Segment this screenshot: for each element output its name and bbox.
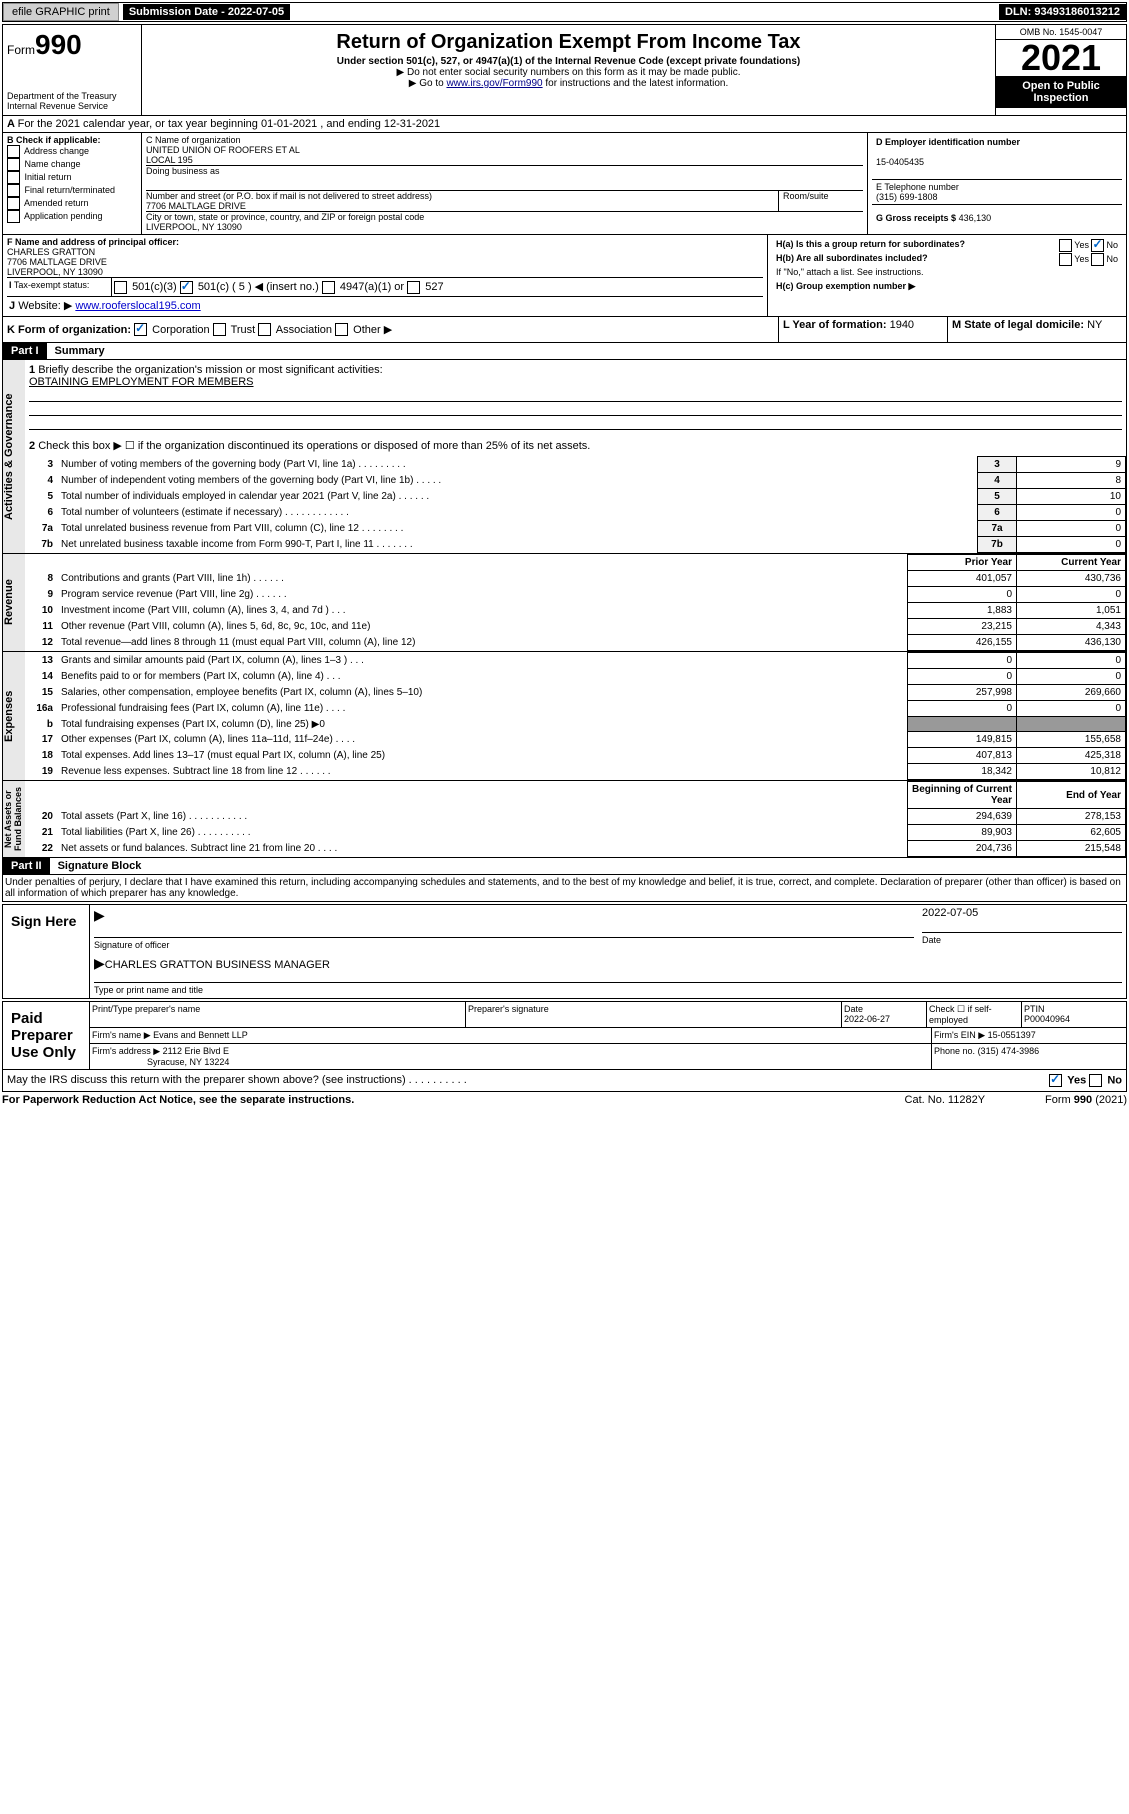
- year-formation: 1940: [890, 319, 914, 331]
- city-lbl: City or town, state or province, country…: [146, 212, 424, 222]
- efile-btn[interactable]: efile GRAPHIC print: [3, 3, 119, 21]
- b-label: B Check if applicable:: [7, 135, 137, 145]
- side-revenue: Revenue: [3, 554, 25, 651]
- topbar: efile GRAPHIC print Submission Date - 20…: [2, 2, 1127, 22]
- org-name: UNITED UNION OF ROOFERS ET AL LOCAL 195: [146, 145, 300, 165]
- street: 7706 MALTLAGE DRIVE: [146, 201, 246, 211]
- dept: Department of the Treasury Internal Reve…: [7, 91, 137, 111]
- c-name-lbl: C Name of organization: [146, 135, 241, 145]
- prep-date: 2022-06-27: [844, 1014, 890, 1024]
- b-opt[interactable]: [7, 158, 20, 171]
- b-opt[interactable]: [7, 184, 20, 197]
- tax-year: 2021: [996, 40, 1126, 76]
- phone: (315) 699-1808: [876, 192, 938, 202]
- b-opt[interactable]: [7, 197, 20, 210]
- hb-yes[interactable]: [1059, 253, 1072, 266]
- hb-note: If "No," attach a list. See instructions…: [772, 265, 1122, 279]
- k-other[interactable]: [335, 323, 348, 336]
- d-lbl: D Employer identification number: [876, 137, 1020, 147]
- chk-4947[interactable]: [322, 281, 335, 294]
- part1-hdr: Part I: [3, 343, 47, 359]
- ha-no[interactable]: [1091, 239, 1104, 252]
- pra-notice: For Paperwork Reduction Act Notice, see …: [2, 1094, 905, 1106]
- ha-yes[interactable]: [1059, 239, 1072, 252]
- side-expenses: Expenses: [3, 652, 25, 780]
- form-header: Form990 Department of the Treasury Inter…: [2, 24, 1127, 116]
- gross-receipts: 436,130: [959, 213, 992, 223]
- officer-name: CHARLES GRATTON: [7, 247, 95, 257]
- note-ssn: ▶ Do not enter social security numbers o…: [146, 67, 991, 78]
- open-inspection: Open to Public Inspection: [996, 76, 1126, 108]
- k-trust[interactable]: [213, 323, 226, 336]
- discuss-yes[interactable]: [1049, 1074, 1062, 1087]
- paid-preparer: Paid Preparer Use Only: [3, 1002, 90, 1069]
- firm-name: Evans and Bennett LLP: [153, 1030, 248, 1040]
- k-assoc[interactable]: [258, 323, 271, 336]
- part2-hdr: Part II: [3, 858, 50, 874]
- e-lbl: E Telephone number: [876, 182, 959, 192]
- dba-lbl: Doing business as: [146, 166, 220, 176]
- side-governance: Activities & Governance: [3, 360, 25, 553]
- form-title: Return of Organization Exempt From Incom…: [146, 31, 991, 54]
- officer-addr1: 7706 MALTLAGE DRIVE: [7, 257, 107, 267]
- chk-501c[interactable]: [180, 281, 193, 294]
- form-subtitle: Under section 501(c), 527, or 4947(a)(1)…: [146, 56, 991, 67]
- mission: OBTAINING EMPLOYMENT FOR MEMBERS: [29, 376, 254, 388]
- hc-lbl: H(c) Group exemption number ▶: [776, 281, 915, 291]
- ptin: P00040964: [1024, 1014, 1070, 1024]
- firm-ein: 15-0551397: [988, 1030, 1036, 1040]
- side-netassets: Net Assets or Fund Balances: [3, 781, 25, 857]
- firm-addr: 2112 Erie Blvd E: [163, 1046, 229, 1056]
- firm-phone: (315) 474-3986: [978, 1046, 1040, 1056]
- irs-link[interactable]: www.irs.gov/Form990: [446, 78, 542, 89]
- officer-addr2: LIVERPOOL, NY 13090: [7, 267, 103, 277]
- chk-527[interactable]: [407, 281, 420, 294]
- discuss-no[interactable]: [1089, 1074, 1102, 1087]
- discuss-q: May the IRS discuss this return with the…: [7, 1074, 1049, 1087]
- ha-lbl: H(a) Is this a group return for subordin…: [776, 239, 965, 249]
- note-link: ▶ Go to www.irs.gov/Form990 for instruct…: [146, 78, 991, 89]
- ein: 15-0405435: [876, 157, 924, 167]
- b-opt[interactable]: [7, 171, 20, 184]
- part2-title: Signature Block: [50, 858, 150, 874]
- street-lbl: Number and street (or P.O. box if mail i…: [146, 191, 432, 201]
- part1-title: Summary: [47, 343, 113, 359]
- room-lbl: Room/suite: [778, 191, 863, 211]
- form-number: Form990: [7, 29, 137, 61]
- g-lbl: G Gross receipts $: [876, 213, 956, 223]
- k-corp[interactable]: [134, 323, 147, 336]
- state-domicile: NY: [1087, 319, 1102, 331]
- signer-name: CHARLES GRATTON BUSINESS MANAGER: [105, 959, 330, 971]
- f-lbl: F Name and address of principal officer:: [7, 237, 179, 247]
- hb-no[interactable]: [1091, 253, 1104, 266]
- sign-here: Sign Here: [3, 905, 90, 998]
- b-opt[interactable]: [7, 145, 20, 158]
- line-a: A For the 2021 calendar year, or tax yea…: [3, 116, 1126, 132]
- b-opt[interactable]: [7, 210, 20, 223]
- submission-date: Submission Date - 2022-07-05: [123, 4, 290, 20]
- city: LIVERPOOL, NY 13090: [146, 222, 242, 232]
- website[interactable]: www.rooferslocal195.com: [75, 300, 200, 312]
- dln: DLN: 93493186013212: [999, 4, 1126, 20]
- sign-date: 2022-07-05: [922, 907, 978, 919]
- hb-lbl: H(b) Are all subordinates included?: [776, 253, 928, 263]
- declaration: Under penalties of perjury, I declare th…: [2, 875, 1127, 902]
- cat-no: Cat. No. 11282Y: [905, 1094, 986, 1106]
- chk-501c3[interactable]: [114, 281, 127, 294]
